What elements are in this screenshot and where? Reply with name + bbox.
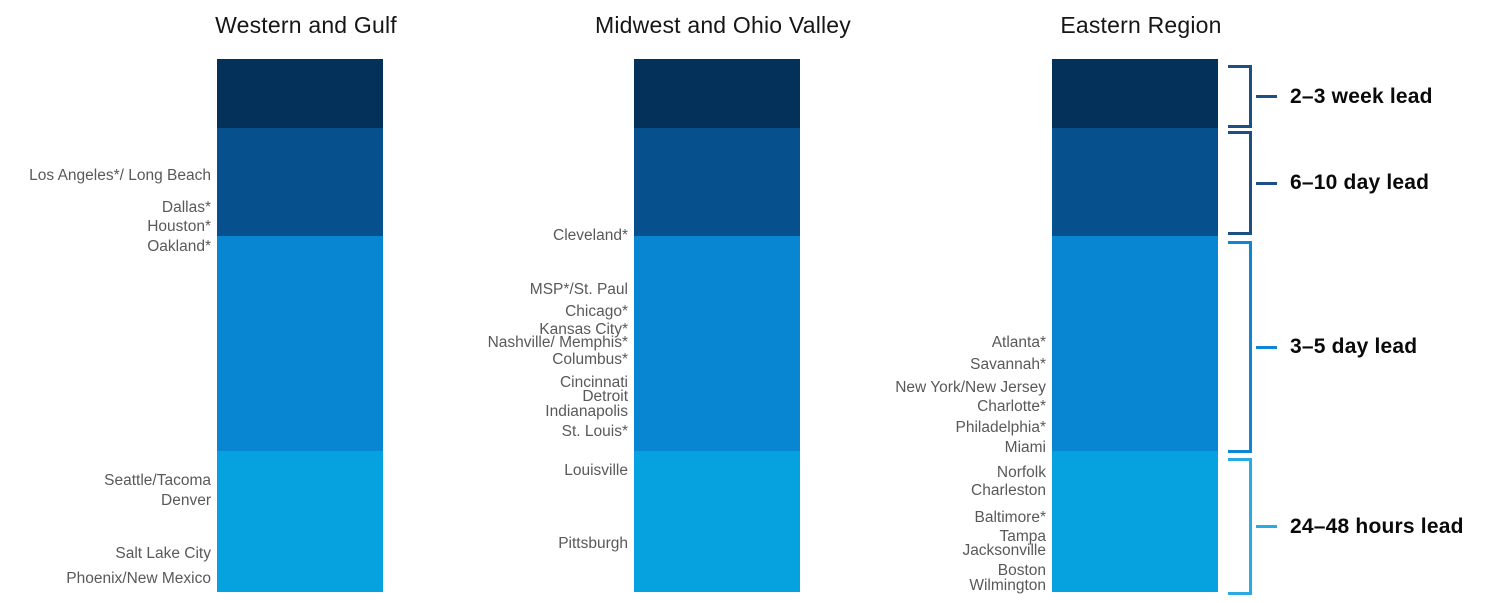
city-label: Indianapolis	[545, 403, 628, 420]
city-label: Norfolk	[996, 464, 1046, 481]
bar-segment	[634, 236, 800, 451]
bracket-bottom-arm	[1228, 450, 1252, 453]
column-title: Eastern Region	[1060, 12, 1222, 38]
city-label: Phoenix/New Mexico	[66, 570, 211, 587]
city-label: Tampa	[999, 528, 1046, 545]
city-label: Savannah*	[970, 356, 1046, 373]
city-label: Boston	[997, 562, 1046, 579]
bar-segment	[1052, 59, 1218, 128]
bracket-vertical	[1249, 458, 1252, 595]
city-label: Oakland*	[147, 238, 211, 255]
region-bar	[634, 59, 800, 592]
city-label: St. Louis*	[561, 423, 628, 440]
city-label: Atlanta*	[991, 334, 1046, 351]
bracket-mid-tick	[1256, 95, 1277, 98]
bracket-mid-tick	[1256, 181, 1277, 185]
city-label: Wilmington	[969, 577, 1046, 594]
bracket-vertical	[1249, 65, 1252, 128]
city-label: Salt Lake City	[115, 545, 211, 562]
city-label: Chicago*	[565, 303, 628, 320]
bracket-top-arm	[1228, 458, 1252, 461]
city-label: Charlotte*	[977, 398, 1046, 415]
bracket-top-arm	[1228, 241, 1252, 244]
bar-segment	[217, 59, 383, 128]
city-label: Cleveland*	[553, 227, 628, 244]
city-label: Denver	[161, 492, 211, 509]
bar-segment	[217, 128, 383, 236]
city-label: Pittsburgh	[558, 535, 628, 552]
bracket-top-arm	[1228, 65, 1252, 68]
lead-time-label: 3–5 day lead	[1290, 335, 1418, 358]
city-label: Charleston	[971, 482, 1046, 499]
bracket-bottom-arm	[1228, 125, 1252, 128]
bracket-mid-tick	[1256, 345, 1277, 349]
city-label: Nashville/ Memphis*	[487, 334, 628, 351]
bar-segment	[217, 451, 383, 592]
lead-time-label: 24–48 hours lead	[1290, 514, 1464, 538]
region-bar	[217, 59, 383, 592]
bar-segment	[1052, 128, 1218, 236]
bracket-mid-tick	[1256, 525, 1277, 528]
city-label: Kansas City*	[539, 321, 628, 338]
city-label: Los Angeles*/ Long Beach	[29, 167, 211, 184]
bracket-vertical	[1249, 131, 1252, 235]
region-bar	[1052, 59, 1218, 592]
column-title: Midwest and Ohio Valley	[594, 12, 852, 38]
lead-time-label: 6–10 day lead	[1290, 171, 1430, 194]
city-label: Columbus*	[552, 351, 628, 368]
city-label: Jacksonville	[962, 542, 1046, 559]
city-label: Houston*	[147, 218, 211, 235]
city-label: Philadelphia*	[955, 419, 1047, 436]
lead-time-label: 2–3 week lead	[1290, 84, 1433, 108]
bar-segment	[634, 128, 800, 236]
city-label: Louisville	[564, 462, 628, 479]
bracket-bottom-arm	[1228, 592, 1252, 595]
city-label: Dallas*	[161, 199, 211, 216]
bracket-top-arm	[1228, 131, 1252, 134]
city-label: New York/New Jersey	[895, 379, 1046, 396]
bar-segment	[1052, 451, 1218, 592]
city-label: Cincinnati	[559, 374, 628, 391]
bar-segment	[217, 236, 383, 451]
column-title: Western and Gulf	[215, 12, 397, 38]
city-label: MSP*/St. Paul	[529, 281, 628, 298]
city-label: Miami	[1004, 439, 1046, 456]
city-label: Detroit	[582, 388, 628, 405]
city-label: Baltimore*	[974, 509, 1047, 526]
bar-segment	[634, 451, 800, 592]
bar-segment	[634, 59, 800, 128]
city-label: Seattle/Tacoma	[104, 472, 211, 489]
bar-segment	[1052, 236, 1218, 451]
bracket-bottom-arm	[1228, 232, 1252, 235]
bracket-vertical	[1249, 241, 1252, 453]
